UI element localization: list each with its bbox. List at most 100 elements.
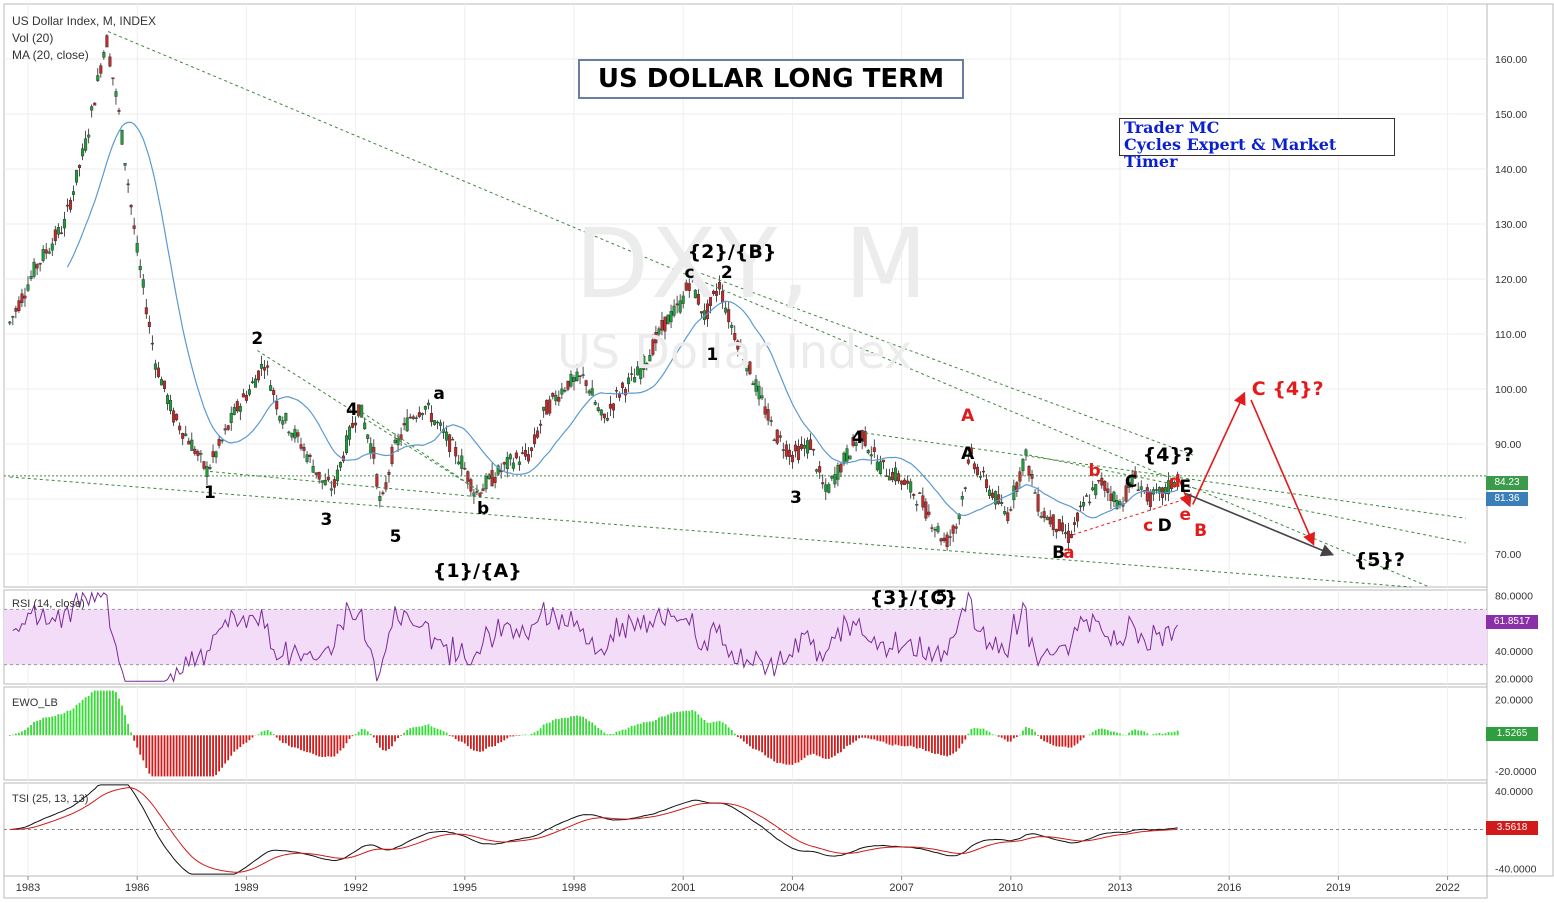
trendline-0 (107, 31, 1430, 588)
watermark-name: US Dollar Index (557, 325, 912, 379)
projection-arrow-1 (1192, 391, 1246, 505)
wave-label: 4 (345, 400, 358, 420)
ewo-value-tag: 1.5265 (1486, 727, 1538, 741)
rsi-legend[interactable]: RSI (14, close) (12, 598, 85, 610)
rsi-tick-label: 40.0000 (1495, 646, 1533, 658)
y-tick-label: 110.00 (1495, 329, 1526, 341)
tsi-tick-label: 40.0000 (1495, 786, 1533, 798)
wave-label: 5 (935, 587, 948, 607)
ewo-tick-label: -20.0000 (1495, 766, 1537, 778)
trendline-1 (9, 476, 1412, 588)
wave-label: {4}? (1142, 444, 1194, 466)
wave-label: b (477, 499, 490, 519)
watermark-symbol: DXY, M (575, 208, 930, 320)
ewo-tick-label: 20.0000 (1495, 695, 1533, 707)
ma-legend[interactable]: MA (20, close) (12, 48, 89, 62)
x-tick-label: 2013 (1108, 882, 1132, 894)
projection-arrow-0 (1177, 476, 1192, 508)
symbol-legend[interactable]: US Dollar Index, M, INDEX (12, 14, 157, 28)
trendline-3 (257, 350, 484, 494)
moving-average-line (66, 121, 1178, 519)
trendline-5 (865, 432, 1466, 519)
tsi-value-tag: 3.5618 (1486, 821, 1538, 835)
trendline-2 (209, 471, 502, 500)
tsi-signal-line (9, 787, 1178, 873)
projection-arrow-2 (1250, 399, 1315, 546)
wave-label: E (1179, 477, 1192, 497)
x-tick-label: 1989 (234, 882, 258, 894)
wave-label: c (684, 262, 695, 283)
x-tick-label: 2010 (999, 882, 1023, 894)
x-tick-label: 1986 (125, 882, 149, 894)
chart-title: US DOLLAR LONG TERM (578, 59, 964, 99)
wave-label: C {4}? (1251, 378, 1324, 400)
rsi-value-tag: 61.8517 (1486, 615, 1538, 629)
wave-label: A (961, 405, 975, 426)
y-tick-label: 70.00 (1495, 549, 1521, 561)
wave-label: {1}/{A} (432, 559, 522, 582)
ma-value-tag: 81.36 (1486, 492, 1528, 506)
x-tick-label: 2007 (889, 882, 913, 894)
pane-frame-2 (3, 686, 1488, 781)
wave-label: {5}? (1353, 548, 1406, 571)
ewo-bars (8, 690, 1179, 777)
y-tick-label: 140.00 (1495, 164, 1527, 176)
wave-label: 1 (706, 345, 719, 365)
y-tick-label: 90.00 (1495, 439, 1521, 451)
wave-label: 5 (389, 526, 402, 547)
author-tagline: Cycles Expert & Market Timer (1124, 135, 1337, 171)
wave-label: 2 (720, 262, 733, 283)
rsi-tick-label: 20.0000 (1495, 673, 1533, 685)
tsi-tick-label: -40.0000 (1495, 863, 1537, 875)
wave-label: 1 (204, 482, 216, 503)
wave-label: d (1168, 471, 1181, 492)
wave-label: b (1088, 460, 1101, 481)
last-price-tag: 84.23 (1486, 476, 1528, 490)
wave-label: e (1179, 504, 1192, 525)
y-tick-label: 160.00 (1495, 54, 1527, 66)
y-tick-label: 150.00 (1495, 109, 1527, 121)
rsi-tick-label: 80.0000 (1495, 591, 1533, 603)
x-tick-label: 1983 (16, 882, 40, 894)
wave-label: B (1194, 521, 1208, 541)
ewo-legend[interactable]: EWO_LB (12, 697, 58, 709)
wave-label: {2}/{B} (687, 240, 777, 263)
x-tick-label: 1998 (562, 882, 586, 894)
rsi-line (12, 590, 1179, 683)
x-tick-label: 2004 (780, 882, 804, 894)
wave-label: D (1157, 515, 1172, 536)
volume-legend[interactable]: Vol (20) (12, 31, 54, 45)
trendline-6 (1028, 454, 1466, 544)
trendline-4 (351, 405, 484, 494)
x-tick-label: 1995 (453, 882, 477, 894)
author-box: Trader MC Cycles Expert & Market Timer (1119, 118, 1395, 170)
y-tick-label: 120.00 (1495, 274, 1527, 286)
wave-label: {3}/{C} (869, 587, 958, 609)
price-candles (8, 34, 1180, 552)
triangle-base-line (1072, 498, 1186, 536)
wave-label: A (961, 444, 975, 464)
wave-label: c (1143, 515, 1154, 536)
x-tick-label: 1992 (343, 882, 367, 894)
wave-label: 3 (320, 510, 333, 530)
x-tick-label: 2001 (671, 882, 695, 894)
pane-frame-0 (3, 3, 1488, 588)
y-tick-label: 130.00 (1495, 219, 1527, 231)
wave-label: a (433, 383, 445, 404)
wave-label: 4 (851, 427, 864, 448)
rsi-band (4, 609, 1487, 665)
x-tick-label: 2019 (1326, 882, 1350, 894)
projection-arrow-3 (1185, 492, 1335, 557)
tsi-legend[interactable]: TSI (25, 13, 13) (12, 793, 89, 805)
wave-label: a (1063, 543, 1075, 563)
wave-label: B (1052, 543, 1066, 563)
y-tick-label: 100.00 (1495, 384, 1527, 396)
author-name: Trader MC (1124, 118, 1220, 137)
tsi-line (9, 784, 1178, 875)
x-tick-label: 2016 (1217, 882, 1241, 894)
wave-label: 2 (251, 328, 264, 349)
wave-label: 3 (790, 488, 802, 508)
x-tick-label: 2022 (1435, 882, 1459, 894)
